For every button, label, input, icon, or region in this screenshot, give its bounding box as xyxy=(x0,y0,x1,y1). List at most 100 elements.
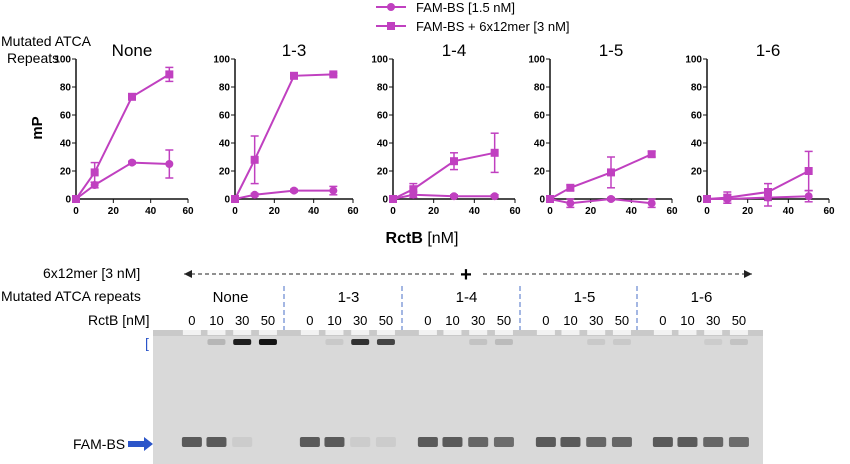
data-point-square xyxy=(723,193,732,202)
gel-band-bound xyxy=(469,339,488,345)
data-point-square xyxy=(546,195,554,203)
y-tick-label: 60 xyxy=(60,111,72,122)
x-tick-label: 60 xyxy=(182,206,194,217)
gel-lane-label: 0 xyxy=(659,313,666,328)
y-tick-label: 40 xyxy=(219,139,231,150)
gel-well xyxy=(704,330,723,335)
gel-lane-label: 30 xyxy=(706,313,720,328)
y-tick-label: 100 xyxy=(528,55,545,66)
x-tick-label: 20 xyxy=(428,206,440,217)
gel-plus-symbol: + xyxy=(460,264,472,286)
gel-well xyxy=(469,330,488,335)
y-tick-label: 0 xyxy=(382,195,388,206)
y-tick-label: 100 xyxy=(371,55,388,66)
gel-well xyxy=(678,330,697,335)
gel-well xyxy=(233,330,252,335)
data-point-square xyxy=(165,70,174,79)
gel-band-free xyxy=(586,437,607,447)
data-point-square xyxy=(490,148,499,157)
gel-well xyxy=(258,330,277,335)
chart-title: 1-6 xyxy=(756,41,781,60)
gel-band-bound xyxy=(612,339,631,345)
gel-well xyxy=(207,330,226,335)
gel-well xyxy=(376,330,395,335)
gel-band-free xyxy=(611,437,632,447)
gel-bands xyxy=(181,330,749,447)
data-point-circle xyxy=(250,190,259,199)
gel-arrow-icon xyxy=(128,437,153,451)
gel-group-name: 1-4 xyxy=(456,289,478,306)
gel-lane-label: 10 xyxy=(563,313,577,328)
gel-band-free xyxy=(232,437,253,447)
gel-lane-label: 50 xyxy=(615,313,629,328)
gel-band-bound xyxy=(376,339,395,345)
gel-bracket: [ xyxy=(145,335,149,351)
gel-lane-label: 50 xyxy=(379,313,393,328)
gel-band-free xyxy=(206,437,227,447)
x-tick-label: 40 xyxy=(626,206,638,217)
gel-well xyxy=(418,330,437,335)
chart-panel: 1-5 0 20 40 60 80 100 0 20 40 60 xyxy=(528,41,678,217)
gel-lane-label: 10 xyxy=(445,313,459,328)
gel-lane-label: 50 xyxy=(732,313,746,328)
gel-band-bound xyxy=(258,339,277,345)
series-line-square xyxy=(549,153,653,200)
data-point-square xyxy=(566,183,575,192)
x-tick-label: 20 xyxy=(269,206,281,217)
gel-fam-bs-label: FAM-BS xyxy=(73,436,125,452)
x-tick-label: 0 xyxy=(704,206,710,217)
x-tick-label: 20 xyxy=(742,206,754,217)
data-point-square xyxy=(409,185,418,194)
chart-panel: None 0 20 40 60 80 100 0 20 40 60 xyxy=(54,41,194,217)
y-tick-label: 80 xyxy=(691,83,703,94)
y-tick-label: 60 xyxy=(377,111,389,122)
data-point-square xyxy=(329,70,338,79)
series-line-circle xyxy=(392,193,495,200)
gel-well xyxy=(536,330,555,335)
y-tick-label: 80 xyxy=(534,83,546,94)
data-point-circle xyxy=(329,186,338,195)
gel-well xyxy=(300,330,319,335)
charts: None 0 20 40 60 80 100 0 20 40 60 1-3 0 20 40 60 80 100 0 2… xyxy=(54,41,835,217)
gel-band-free xyxy=(350,437,371,447)
gel-band-free xyxy=(417,437,438,447)
y-tick-label: 20 xyxy=(377,167,389,178)
y-tick-label: 60 xyxy=(219,111,231,122)
series-line-square xyxy=(392,151,495,200)
gel-well xyxy=(729,330,748,335)
gel-lane-label: 30 xyxy=(235,313,249,328)
data-point-square xyxy=(607,168,615,177)
legend-marker-circle xyxy=(387,3,395,11)
chart-title: 1-4 xyxy=(442,41,467,60)
gel-band-free xyxy=(728,437,749,447)
gel-band-bound xyxy=(233,339,252,345)
gel-group-name: 1-5 xyxy=(574,289,596,306)
data-point-square xyxy=(764,188,772,196)
data-point-circle xyxy=(165,160,174,168)
y-tick-label: 0 xyxy=(696,195,702,206)
gel-well xyxy=(561,330,580,335)
gel-well xyxy=(587,330,606,335)
data-point-circle xyxy=(450,192,458,201)
x-axis-title-unit: [nM] xyxy=(423,230,459,247)
y-tick-label: 40 xyxy=(377,139,389,150)
gel-lane-label: 0 xyxy=(188,313,195,328)
y-tick-label: 0 xyxy=(224,195,230,206)
series-line-circle xyxy=(75,161,170,200)
legend-label-circle: FAM-BS [1.5 nM] xyxy=(416,0,515,15)
series-line-square xyxy=(706,170,810,200)
x-tick-label: 0 xyxy=(547,206,553,217)
y-tick-label: 80 xyxy=(377,83,389,94)
gel-band-free xyxy=(324,437,345,447)
series-line-square xyxy=(234,73,334,200)
y-tick-label: 0 xyxy=(539,195,545,206)
data-point-square xyxy=(90,168,99,177)
gel-lane-label: 0 xyxy=(542,313,549,328)
y-tick-label: 100 xyxy=(213,55,230,66)
legend-marker-square xyxy=(387,22,395,30)
data-point-square xyxy=(72,195,80,203)
gel-band-free xyxy=(535,437,556,447)
x-tick-label: 60 xyxy=(666,206,678,217)
gel-band-bound xyxy=(729,339,748,345)
